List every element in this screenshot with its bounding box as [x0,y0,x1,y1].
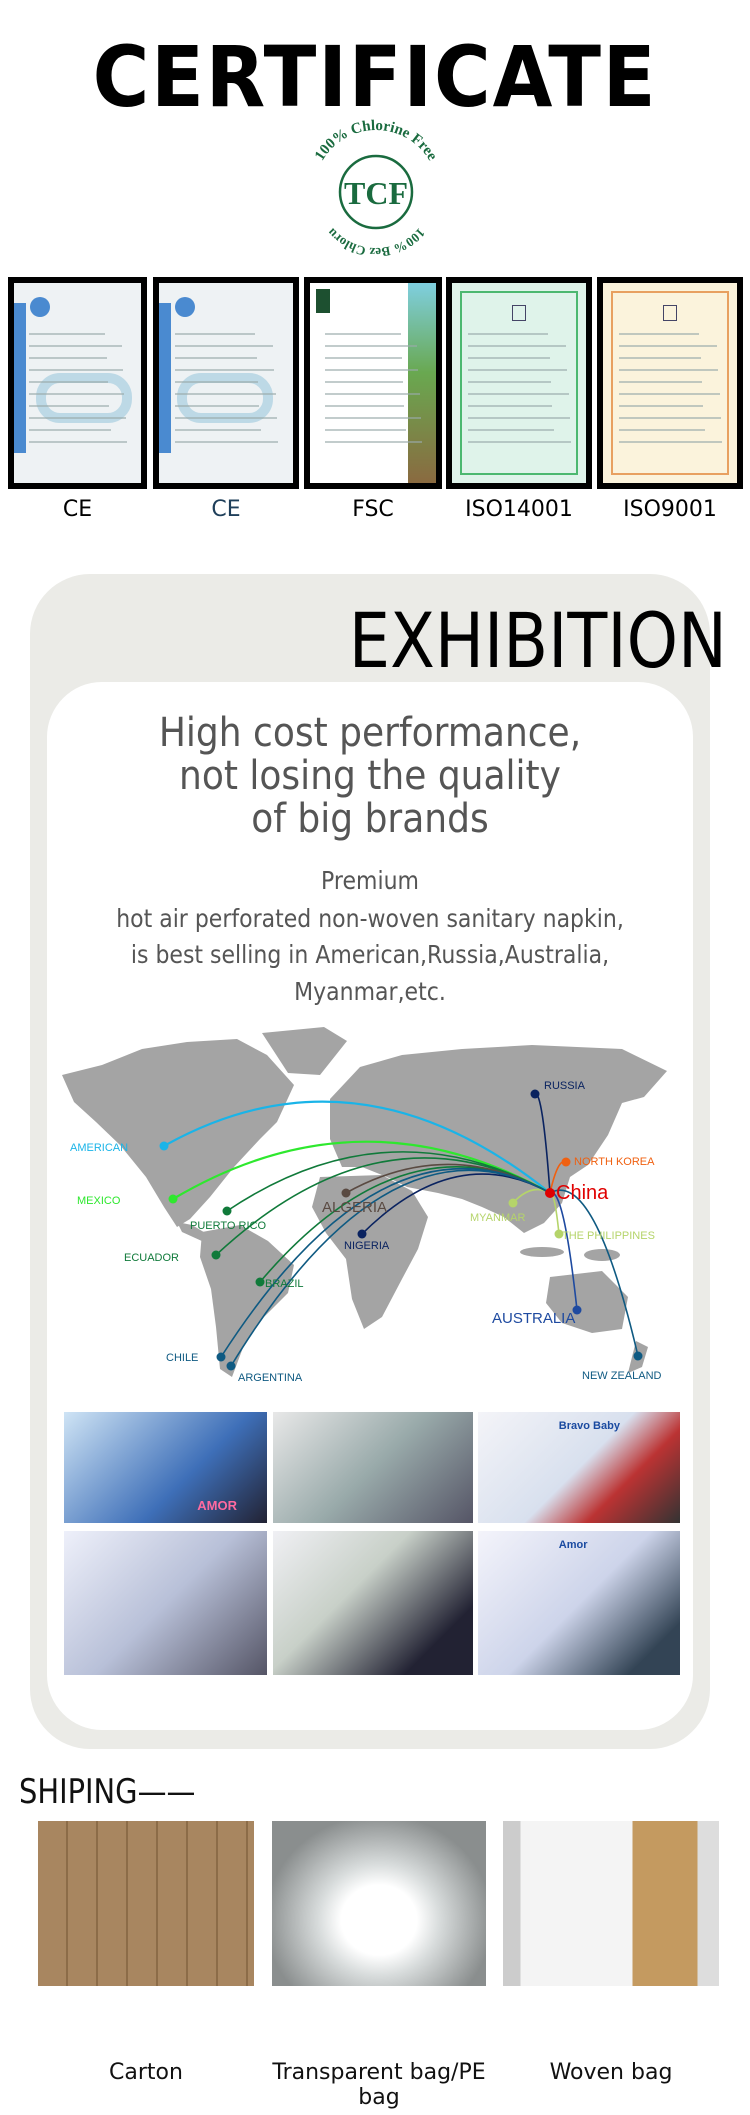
description-line: Premium [321,866,419,895]
certificate-image [446,277,592,489]
africa [312,1175,428,1329]
map-label: NIGERIA [344,1240,390,1252]
map-dot [222,1206,232,1216]
map-dot [168,1194,178,1204]
headline-line: High cost performance, [158,710,582,756]
certificate-document [14,283,141,483]
map-label: ARGENTINA [238,1372,303,1384]
map-label: AMERICAN [70,1142,128,1154]
map-label: ALGERIA [322,1199,387,1216]
map-label: ECUADOR [124,1252,179,1264]
map-dot [211,1250,221,1260]
map-dot [357,1229,367,1239]
map-dot [554,1229,564,1239]
exhibition-photo: AMOR [64,1412,267,1523]
certificate-label: ISO14001 [465,497,573,522]
certificate-image [8,277,147,489]
map-label: MEXICO [77,1195,121,1207]
certificate-image [304,277,442,489]
new-guinea [584,1249,620,1261]
shipping-photo [272,1821,486,1986]
certificate-document [310,283,436,483]
map-dot [633,1351,643,1361]
headline-line: of big brands [251,796,489,842]
booth-sign: Amor [558,1539,588,1551]
map-dot [255,1277,265,1287]
certificate-title: CERTIFICATE [92,28,658,126]
exhibition-photo: Amor [478,1531,680,1675]
map-label: AUSTRALIA [492,1310,575,1327]
map-dot [216,1352,226,1362]
description-line: Myanmar,etc. [294,977,446,1006]
map-dot [561,1157,571,1167]
shipping-label: Woven bag [549,2060,673,2085]
exhibition-photo [273,1412,473,1523]
eurasia [330,1045,667,1233]
map-label: PUERTO RICO [190,1220,266,1232]
certificate-label: CE [211,497,241,522]
shipping-label: Carton [109,2060,183,2085]
exhibition-photo [64,1531,267,1675]
description-line: is best selling in American,Russia,Austr… [130,940,610,969]
shipping-photo [38,1821,254,1986]
route-line [230,1169,551,1367]
australia [546,1271,628,1333]
greenland [262,1027,347,1075]
map-dot [508,1198,518,1208]
certificate-label: FSC [352,497,394,522]
map-dot [159,1141,169,1151]
tcf-center-text: TCF [344,175,408,211]
map-label: CHILE [166,1352,198,1364]
description-line: hot air perforated non-woven sanitary na… [116,904,624,933]
tcf-ring [338,154,414,230]
exhibition-title: EXHIBITION [348,596,727,685]
certificate-image [597,277,743,489]
map-label-china: China [556,1182,609,1204]
north-america [62,1039,294,1227]
map-label: NEW ZEALAND [582,1370,662,1382]
svg-text:100% Bez Chloru: 100% Bez Chloru [324,225,428,260]
indonesia [520,1247,564,1257]
south-america [200,1225,294,1377]
certificate-document [159,283,293,483]
continents [62,1027,667,1377]
map-dot [572,1305,582,1315]
certificate-document [603,283,737,483]
map-label: NORTH KOREA [574,1156,655,1168]
certificate-image [153,277,299,489]
headline-line: not losing the quality [179,753,561,799]
booth-sign: AMOR [197,1498,237,1513]
route-line [215,1157,551,1256]
world-export-map: RUSSIA AMERICAN MEXICO PUERTO RICO ECUADOR BR… [62,1027,667,1384]
certificate-label: ISO9001 [623,497,717,522]
map-dot [530,1089,540,1099]
map-dot [226,1361,236,1371]
booth-sign: Bravo Baby [558,1420,620,1432]
exhibition-photo: Bravo Baby [478,1412,680,1523]
shipping-title: SHIPING—— [19,1772,196,1812]
map-dot-china [545,1188,555,1198]
route-line [163,1100,551,1194]
route-line [549,1189,639,1357]
map-dot [341,1188,351,1198]
map-label: MYANMAR [470,1212,525,1224]
certificate-document [452,283,586,483]
tcf-bottom-text: 100% Bez Chloru [324,225,428,260]
map-label: BRAZIL [265,1278,304,1290]
shipping-label: Transparent bag/PE bag [272,2060,486,2110]
tcf-logo: 100% Chlorine Free TCF 100% Bez Chloru [312,118,440,260]
route-line [172,1140,551,1200]
map-label: THE PHILIPPINES [562,1230,655,1242]
certificate-label: CE [62,497,93,522]
exhibition-photo [273,1531,473,1675]
shipping-photo [503,1821,719,1986]
map-label: RUSSIA [544,1080,586,1092]
